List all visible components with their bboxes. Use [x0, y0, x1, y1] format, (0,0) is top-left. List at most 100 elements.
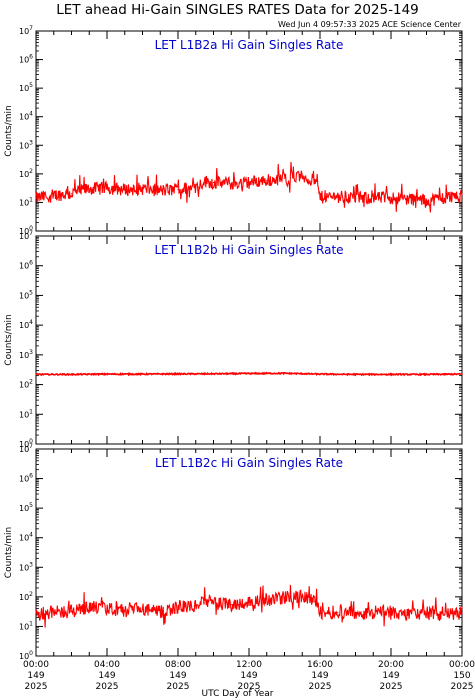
data-point	[390, 196, 392, 198]
data-point	[266, 599, 268, 601]
data-point	[390, 373, 392, 375]
data-point	[443, 197, 445, 199]
x-tick-label-day: 149	[98, 671, 115, 681]
data-point	[124, 189, 126, 191]
data-point	[283, 372, 286, 374]
data-point	[354, 196, 357, 198]
y-tick-label: 105	[19, 82, 33, 93]
data-point	[106, 373, 108, 375]
y-tick-label: 107	[19, 443, 33, 454]
data-point	[301, 176, 303, 178]
data-point	[212, 602, 215, 605]
data-point	[230, 183, 232, 185]
x-tick-label-day: 149	[382, 671, 399, 681]
data-point	[177, 606, 179, 608]
y-tick-label: 100	[19, 438, 33, 449]
data-point	[35, 373, 37, 375]
data-point	[141, 373, 144, 375]
x-tick-label-year: 2025	[238, 682, 261, 692]
data-point	[177, 189, 179, 191]
y-tick-label: 101	[19, 196, 33, 207]
data-point	[372, 197, 374, 199]
x-tick-label-year: 2025	[96, 682, 119, 692]
data-point	[337, 611, 339, 613]
data-point	[408, 198, 410, 200]
x-tick-label-day: 149	[27, 671, 44, 681]
panel-title: LET L1B2b Hi Gain Singles Rate	[154, 243, 343, 257]
data-point	[461, 612, 463, 614]
data-point	[248, 181, 250, 184]
data-point	[283, 596, 286, 599]
y-tick-label: 102	[19, 591, 33, 602]
y-axis-label: Counts/min	[4, 105, 14, 156]
y-tick-label: 106	[19, 54, 33, 65]
data-point	[124, 610, 126, 613]
x-tick-label-year: 2025	[451, 682, 474, 692]
data-point	[159, 189, 161, 192]
data-point	[141, 608, 144, 610]
y-tick-label: 107	[19, 230, 33, 241]
y-tick-label: 102	[19, 168, 33, 179]
data-point	[425, 199, 428, 201]
chart-subtitle: Wed Jun 4 09:57:33 2025 ACE Science Cent…	[277, 20, 461, 29]
data-point	[70, 373, 73, 375]
data-point	[319, 373, 321, 375]
data-point	[372, 612, 374, 614]
data-point	[443, 614, 445, 616]
data-point	[141, 188, 144, 190]
y-axis-label: Counts/min	[4, 527, 14, 578]
data-point	[204, 599, 206, 601]
x-tick-label-time: 12:00	[236, 660, 262, 670]
x-tick-label-time: 00:00	[23, 660, 49, 670]
data-point	[461, 193, 463, 195]
data-point	[53, 611, 55, 613]
panel-title: LET L1B2c Hi Gain Singles Rate	[155, 456, 343, 470]
data-point	[204, 180, 206, 182]
data-point	[319, 196, 321, 198]
data-point	[461, 373, 463, 375]
data-point	[314, 600, 316, 603]
y-tick-label: 103	[19, 139, 33, 150]
x-axis-label: UTC Day of Year	[201, 689, 274, 699]
x-tick-label-time: 04:00	[94, 660, 120, 670]
series-line	[35, 161, 463, 213]
data-point	[354, 612, 357, 614]
y-tick-label: 104	[19, 319, 33, 330]
data-point	[390, 611, 392, 613]
x-tick-label-time: 20:00	[378, 660, 404, 670]
data-point	[314, 180, 316, 182]
plot-frame	[35, 448, 463, 657]
data-point	[425, 373, 428, 375]
x-tick-label-time: 08:00	[165, 660, 191, 670]
x-tick-label-time: 16:00	[307, 660, 333, 670]
y-tick-label: 104	[19, 532, 33, 543]
y-axis-label: Counts/min	[4, 314, 14, 365]
data-point	[425, 612, 428, 614]
data-point	[354, 373, 357, 375]
data-point	[70, 610, 73, 613]
data-point	[248, 372, 250, 375]
data-point	[283, 177, 286, 179]
panel-title: LET L1B2a Hi Gain Singles Rate	[155, 38, 344, 52]
series-line	[35, 584, 463, 628]
data-point	[88, 188, 90, 190]
data-point	[212, 181, 215, 184]
data-point	[230, 603, 232, 606]
data-point	[195, 187, 197, 189]
y-tick-label: 104	[19, 111, 33, 122]
data-point	[301, 596, 303, 598]
data-point	[408, 614, 410, 616]
data-point	[337, 195, 339, 198]
x-tick-label-year: 2025	[309, 682, 332, 692]
y-tick-label: 107	[19, 25, 33, 36]
data-point	[177, 373, 179, 375]
data-point	[195, 605, 197, 607]
data-point	[53, 194, 55, 196]
data-point	[106, 187, 108, 189]
y-tick-label: 106	[19, 260, 33, 271]
y-tick-label: 102	[19, 379, 33, 390]
y-tick-label: 101	[19, 620, 33, 631]
data-point	[319, 611, 321, 613]
data-point	[159, 611, 161, 613]
